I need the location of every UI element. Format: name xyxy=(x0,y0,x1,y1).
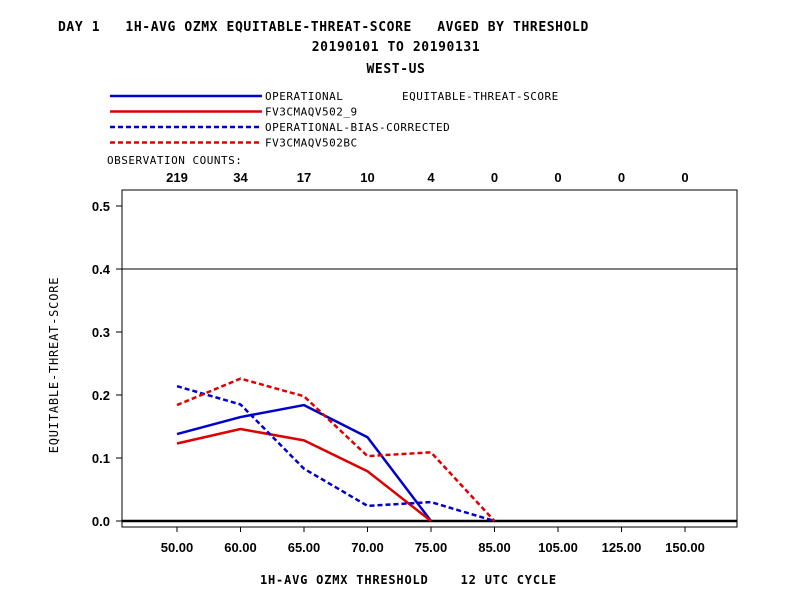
legend-label-1: FV3CMAQV502_9 xyxy=(265,106,358,119)
obs-count-3: 10 xyxy=(360,170,374,185)
observation-counts-title: OBSERVATION COUNTS: xyxy=(107,154,243,167)
y-tick-label-2: 0.2 xyxy=(92,388,110,403)
obs-count-0: 219 xyxy=(166,170,188,185)
x-axis-title: 1H-AVG OZMX THRESHOLD 12 UTC CYCLE xyxy=(260,573,557,587)
y-tick-label-4: 0.4 xyxy=(92,262,111,277)
legend-label-0: OPERATIONAL xyxy=(265,90,343,103)
observation-counts: 219 34 17 10 4 0 0 0 0 xyxy=(166,170,688,185)
x-tick-label-3: 70.00 xyxy=(351,540,384,555)
legend-stat-label: EQUITABLE-THREAT-SCORE xyxy=(402,90,559,103)
x-tick-label-7: 125.00 xyxy=(602,540,642,555)
legend-label-3: FV3CMAQV502BC xyxy=(265,137,358,150)
x-tick-label-4: 75.00 xyxy=(415,540,448,555)
y-tick-label-3: 0.3 xyxy=(92,325,110,340)
y-tick-label-0: 0.0 xyxy=(92,514,110,529)
plot-frame xyxy=(121,189,738,528)
legend-label-2: OPERATIONAL-BIAS-CORRECTED xyxy=(265,121,450,134)
obs-count-6: 0 xyxy=(554,170,561,185)
legend: OPERATIONAL FV3CMAQV502_9 OPERATIONAL-BIAS… xyxy=(110,90,450,150)
series-line-3 xyxy=(176,377,496,522)
series-line-2 xyxy=(176,384,495,523)
obs-count-2: 17 xyxy=(297,170,311,185)
y-tick-label-1: 0.1 xyxy=(92,451,110,466)
chart-title: DAY 1 1H-AVG OZMX EQUITABLE-THREAT-SCORE… xyxy=(58,20,589,35)
date-range-title: 20190101 TO 20190131 xyxy=(311,40,481,55)
obs-count-8: 0 xyxy=(681,170,688,185)
x-tick-label-5: 85.00 xyxy=(478,540,511,555)
obs-count-5: 0 xyxy=(491,170,498,185)
obs-count-7: 0 xyxy=(618,170,625,185)
y-axis: 0.0 0.1 0.2 0.3 0.4 0.5 xyxy=(92,199,122,529)
x-tick-label-2: 65.00 xyxy=(288,540,321,555)
obs-count-1: 34 xyxy=(233,170,248,185)
series-line-1 xyxy=(176,427,432,522)
x-tick-label-8: 150.00 xyxy=(665,540,705,555)
x-tick-label-0: 50.00 xyxy=(161,540,194,555)
x-tick-label-6: 105.00 xyxy=(538,540,578,555)
region-title: WEST-US xyxy=(366,62,426,77)
x-axis: 50.00 60.00 65.00 70.00 75.00 85.00 105.00 125.… xyxy=(122,519,737,555)
obs-count-4: 4 xyxy=(427,170,435,185)
y-tick-label-5: 0.5 xyxy=(92,199,110,214)
series-line-0 xyxy=(176,403,432,522)
x-tick-label-1: 60.00 xyxy=(224,540,257,555)
series-lines xyxy=(176,377,496,523)
